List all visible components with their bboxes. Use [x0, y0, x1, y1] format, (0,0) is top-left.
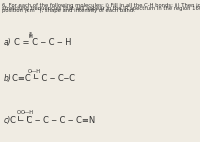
Text: C = C ‒ C ‒ H: C = C ‒ C ‒ H	[14, 38, 72, 47]
Text: 6. For each of the following molecules: i) Fill in all the C-H bonds; ii) Then i: 6. For each of the following molecules: …	[2, 3, 200, 8]
Text: C ‒ C ‒ C ‒ C ‒ C≡N: C ‒ C ‒ C ‒ C ‒ C≡N	[10, 116, 95, 125]
Text: position (cm⁻¹), shape and intensity of each band.: position (cm⁻¹), shape and intensity of …	[2, 8, 135, 13]
Text: a): a)	[4, 38, 11, 47]
Text: H: H	[28, 34, 32, 39]
Text: b): b)	[4, 74, 12, 83]
Text: O: O	[16, 110, 20, 115]
Text: ‖: ‖	[28, 32, 32, 37]
Text: c): c)	[4, 116, 11, 125]
Text: O―H: O―H	[21, 110, 34, 115]
Text: C≡C ‒ C ‒ C‒C: C≡C ‒ C ‒ C‒C	[12, 74, 75, 83]
Text: O―H: O―H	[28, 69, 41, 74]
Text: stretching frequencies that will appear in the IR spectrum in the region 1600-40: stretching frequencies that will appear …	[2, 6, 200, 11]
